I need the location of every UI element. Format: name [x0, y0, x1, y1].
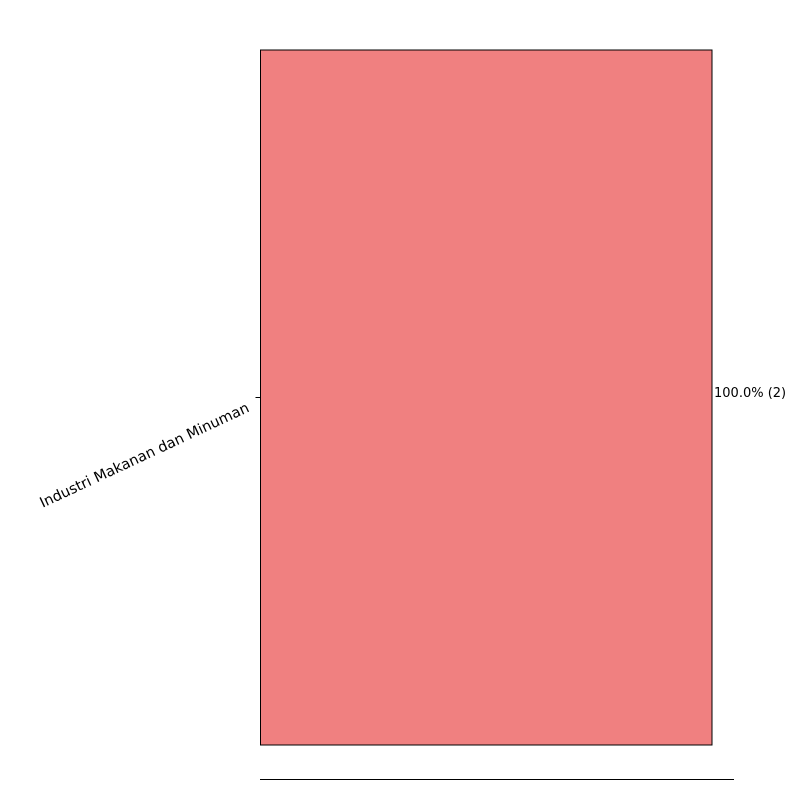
y-tick-label: Industri Makanan dan Minuman: [38, 400, 252, 511]
bars-group: [260, 49, 713, 746]
bar: [260, 49, 713, 746]
data-labels-group: 100.0% (2): [714, 386, 786, 401]
data-label: 100.0% (2): [714, 386, 786, 401]
y-ticks-group: Industri Makanan dan Minuman: [38, 397, 261, 512]
